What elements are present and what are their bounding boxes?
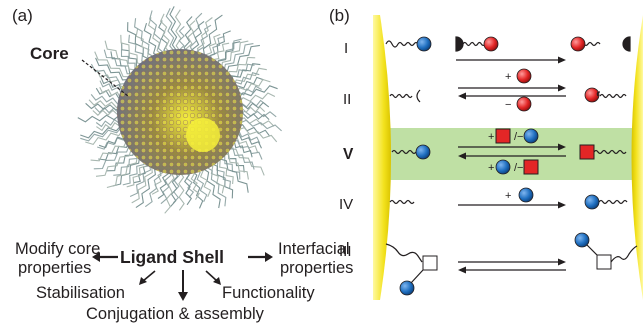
row-iii-reverse-arrow-head [458, 266, 466, 274]
row-v-rev-plus: + [488, 162, 495, 174]
row-ii-left-acceptor [416, 89, 421, 103]
row-iv-numeral: IV [339, 196, 354, 213]
row-v-reverse-arrow-head [458, 152, 466, 160]
interfacial-line2: properties [280, 259, 354, 277]
row-iv-arrow-head [558, 201, 566, 209]
row-iii-right-square [596, 254, 612, 270]
row-v-right-red-square [579, 144, 595, 160]
core-highlight [186, 118, 220, 152]
row-iii-numeral: III [339, 243, 352, 260]
row-ii-forward-arrow-head [558, 84, 566, 92]
row-ii-right-red-ball [584, 87, 600, 103]
row-v-numeral: V [343, 146, 354, 163]
stabilisation-label: Stabilisation [36, 284, 125, 302]
row-v-forward-blue-ball [523, 128, 539, 144]
row-i-anchor [385, 40, 399, 48]
row-i-incoming-anchor [455, 36, 464, 52]
row-ii-plus: + [505, 71, 512, 83]
panel-b-label: (b) [329, 6, 350, 25]
conjugation-label: Conjugation & assembly [86, 305, 264, 323]
arrow-downleft-line [142, 270, 156, 282]
row-v-forward-arrow-head [558, 143, 566, 151]
interfacial-line1: Interfacial [278, 240, 350, 258]
left-nanoparticle-surface [373, 15, 391, 300]
row-iii-left-square [422, 255, 438, 271]
modify-core-line2: properties [18, 259, 92, 277]
functionality-label: Functionality [222, 284, 315, 302]
row-iii-left-ligand [385, 243, 423, 263]
row-v-right-ligand [593, 149, 627, 155]
row-i-numeral: I [344, 40, 349, 57]
row-i-left-ligand [397, 41, 419, 47]
row-ii-left-ligand [389, 93, 413, 99]
row-i-left-blue-ball [416, 36, 432, 52]
modify-core-label: Modify core properties [15, 240, 100, 278]
row-i-incoming-red-ball [483, 36, 499, 52]
row-v-reverse-blue-ball [495, 159, 511, 175]
row-iv-left-ligand [389, 199, 415, 205]
row-iv-plus: + [505, 190, 512, 202]
row-i-incoming-ligand [462, 41, 486, 47]
row-ii-reverse-arrow-head [458, 92, 466, 100]
arrow-downleft-head [139, 277, 147, 285]
right-nanoparticle-surface [631, 15, 643, 300]
row-i-right-anchor [622, 36, 631, 52]
arrow-downright-line [205, 270, 218, 282]
row-iii-left-blue-ball [399, 280, 415, 296]
row-iv-forward-blue-ball [518, 187, 534, 203]
row-iii-right-blue-ball [574, 232, 590, 248]
ligand-shell-arrows [92, 252, 273, 301]
row-v-rev-sep: /− [514, 162, 524, 174]
modify-core-line1: Modify core [15, 240, 101, 258]
exchange-rows [385, 36, 638, 296]
row-v-reverse-red-square [523, 159, 539, 175]
row-iii-left-bond [410, 269, 424, 284]
row-ii-forward-red-ball [516, 68, 532, 84]
arrow-right-head [265, 252, 273, 262]
row-iv-right-ligand [598, 199, 628, 205]
row-iv-right-blue-ball [584, 194, 600, 210]
row-ii-numeral: II [343, 91, 352, 108]
row-iii-forward-arrow-head [558, 258, 566, 266]
row-ii-reverse-red-ball [516, 96, 532, 112]
row-iii-right-ligand [610, 245, 638, 263]
arrow-downright-head [213, 277, 221, 285]
row-iii-right-bond [585, 243, 598, 256]
row-v-left-blue-ball [415, 144, 431, 160]
row-ii-minus: − [505, 99, 512, 111]
row-v-left-ligand [391, 149, 417, 155]
row-v-fwd-sep: /− [514, 131, 524, 143]
arrow-left-head [92, 252, 100, 262]
panel-a-label: (a) [12, 6, 33, 25]
core-label: Core [30, 44, 69, 63]
ligand-shell-label: Ligand Shell [120, 247, 225, 267]
row-i-arrow-head [558, 56, 566, 64]
row-i-right-red-ball [570, 36, 586, 52]
row-v-forward-red-square [495, 128, 511, 144]
interfacial-label: Interfacial properties [278, 240, 353, 278]
row-ii-right-bond [596, 91, 601, 97]
row-v-fwd-plus: + [488, 131, 495, 143]
arrow-down-head [178, 292, 188, 301]
row-ii-right-ligand [599, 93, 627, 99]
